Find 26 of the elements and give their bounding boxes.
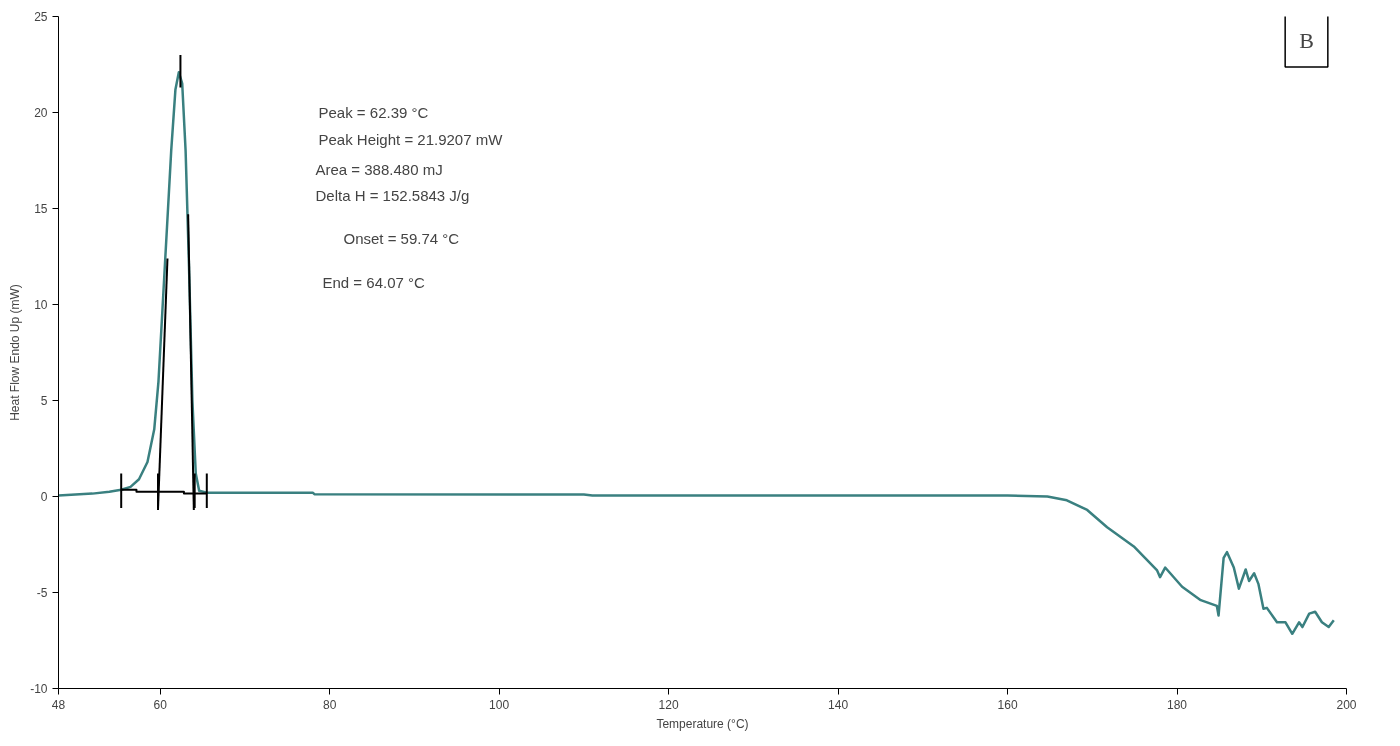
annotation: Onset = 59.74 °C	[343, 230, 460, 247]
x-tick-label: 160	[997, 697, 1018, 712]
annotation: Area = 388.480 mJ	[315, 161, 443, 178]
x-axis-title: Temperature (°C)	[656, 716, 749, 731]
x-tick-label: 80	[322, 697, 337, 712]
x-tick-label: 180	[1167, 697, 1188, 712]
y-tick-label: 20	[34, 106, 48, 120]
y-tick-label: 10	[34, 298, 48, 312]
y-tick-label: -5	[36, 586, 48, 600]
y-tick-label: -10	[30, 682, 48, 696]
y-tick-label: 0	[40, 490, 48, 504]
y-tick-label: 15	[34, 202, 48, 216]
annotation: Delta H = 152.5843 J/g	[315, 187, 470, 204]
y-tick-label: 5	[40, 394, 48, 408]
annotation: Peak Height = 21.9207 mW	[318, 131, 504, 148]
x-tick-label: 120	[658, 697, 679, 712]
x-tick-label: 140	[828, 697, 849, 712]
y-axis-title: Heat Flow Endo Up (mW)	[8, 284, 23, 421]
y-tick-label: 25	[34, 10, 48, 24]
x-tick-label: 100	[489, 697, 510, 712]
annotation: End = 64.07 °C	[322, 274, 425, 291]
annotation: Peak = 62.39 °C	[318, 104, 429, 121]
annotation: B	[1299, 28, 1314, 53]
x-tick-label: 48	[51, 697, 66, 712]
x-tick-label: 60	[153, 697, 168, 712]
x-tick-label: 200	[1336, 697, 1357, 712]
